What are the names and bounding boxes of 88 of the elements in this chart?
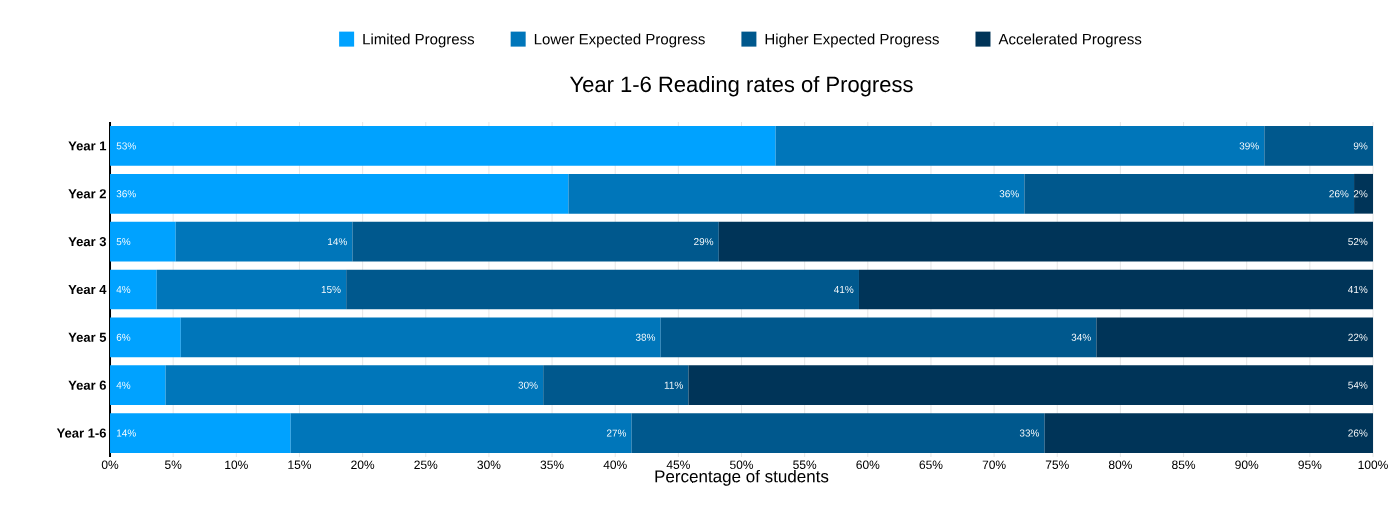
legend-label: Higher Expected Progress: [765, 33, 939, 48]
bar: [290, 413, 632, 453]
data-label: 34%: [1071, 333, 1091, 341]
data-label: 11%: [664, 381, 683, 389]
bar: [110, 126, 776, 166]
bar: [631, 413, 1045, 453]
bar: [180, 317, 661, 358]
bar: [858, 269, 1373, 310]
data-label: 5%: [116, 238, 131, 246]
x-tick-label: 5%: [164, 460, 182, 469]
x-tick-label: 75%: [1045, 460, 1069, 469]
bar: [718, 221, 1373, 262]
data-label: 9%: [1353, 142, 1368, 150]
data-label: 14%: [116, 429, 136, 437]
bar: [1024, 173, 1355, 214]
x-tick-label: 85%: [1172, 460, 1196, 470]
data-label: 53%: [116, 142, 136, 150]
legend-label: Lower Expected Progress: [534, 33, 705, 48]
bar: [568, 173, 1025, 214]
x-tick-label: 35%: [540, 460, 564, 470]
y-tick-label: Year 3: [68, 237, 106, 247]
bar: [1096, 317, 1373, 358]
data-label: 29%: [694, 238, 714, 246]
x-tick-label: 50%: [729, 460, 754, 470]
legend-label: Limited Progress: [363, 33, 475, 48]
bar: [352, 221, 719, 262]
y-tick-label: Year 1: [68, 141, 107, 151]
data-label: 36%: [116, 190, 136, 198]
data-label: 27%: [606, 429, 627, 437]
bar: [110, 269, 157, 310]
bar: [688, 365, 1373, 406]
data-label: 30%: [518, 381, 538, 389]
legend-label: Accelerated Progress: [998, 33, 1142, 48]
x-tick-label: 90%: [1235, 460, 1259, 470]
x-tick-label: 30%: [477, 460, 501, 470]
data-label: 6%: [116, 333, 131, 341]
x-tick-label: 65%: [919, 460, 943, 470]
x-tick-label: 45%: [666, 460, 690, 469]
bar: [775, 126, 1265, 166]
bar: [110, 173, 569, 214]
bar: [110, 365, 166, 406]
x-tick-label: 70%: [982, 460, 1006, 470]
x-tick-label: 0%: [101, 460, 119, 470]
y-tick-label: Year 5: [68, 332, 107, 342]
data-label: 15%: [321, 285, 341, 294]
data-label: 41%: [833, 285, 854, 293]
x-axis-title: Percentage of students: [655, 469, 829, 486]
data-label: 54%: [1348, 381, 1368, 389]
bar: [175, 221, 353, 262]
y-tick-label: Year 6: [68, 380, 106, 390]
bar: [110, 221, 176, 262]
bar: [543, 365, 689, 406]
data-label: 26%: [1329, 190, 1349, 198]
bar: [110, 317, 181, 358]
data-label: 22%: [1348, 333, 1368, 341]
data-label: 52%: [1348, 238, 1368, 246]
x-tick-label: 55%: [793, 460, 817, 469]
data-label: 2%: [1353, 190, 1368, 198]
x-tick-label: 10%: [225, 460, 248, 470]
x-tick-label: 25%: [414, 460, 438, 470]
bar: [156, 269, 347, 310]
x-tick-label: 40%: [603, 460, 627, 470]
x-tick-label: 15%: [288, 460, 312, 469]
data-label: 4%: [116, 381, 131, 389]
bar: [1044, 413, 1373, 453]
data-label: 14%: [328, 238, 347, 246]
y-tick-label: Year 2: [68, 189, 106, 199]
data-label: 26%: [1348, 429, 1368, 437]
data-label: 36%: [999, 190, 1019, 198]
bar: [1354, 173, 1373, 214]
bar: [110, 413, 291, 453]
data-label: 38%: [635, 333, 656, 341]
x-tick-label: 20%: [351, 460, 375, 470]
x-tick-label: 80%: [1108, 460, 1132, 470]
x-tick-label: 60%: [856, 460, 880, 470]
data-label: 39%: [1239, 142, 1259, 150]
bar: [660, 317, 1097, 358]
x-tick-label: 100%: [1358, 460, 1388, 470]
y-tick-label: Year 1-6: [56, 428, 106, 438]
bar: [1264, 126, 1373, 166]
bar: [346, 269, 859, 310]
data-label: 41%: [1348, 285, 1368, 293]
x-tick-label: 95%: [1298, 460, 1322, 470]
y-tick-label: Year 4: [68, 284, 107, 295]
data-label: 4%: [116, 285, 131, 293]
data-label: 33%: [1019, 429, 1040, 437]
bar: [165, 365, 544, 406]
chart-title: Year 1-6 Reading rates of Progress: [569, 75, 913, 97]
